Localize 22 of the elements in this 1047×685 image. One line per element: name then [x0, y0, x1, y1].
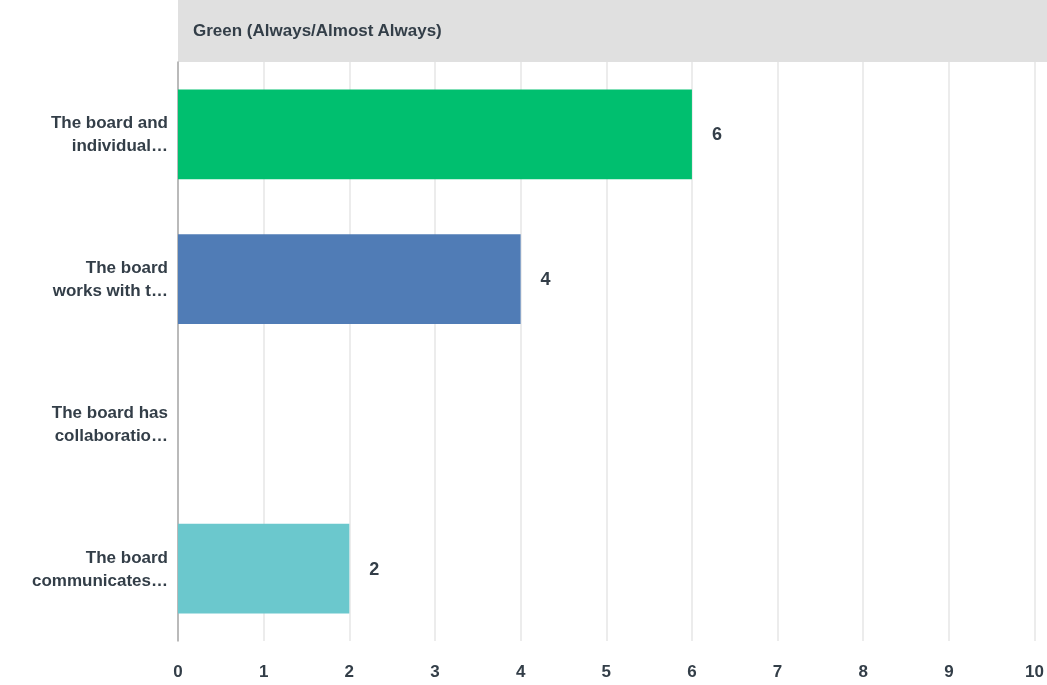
x-tick-label: 6	[687, 662, 697, 681]
y-tick-label: The board and individual…	[50, 113, 168, 156]
x-tick-label: 4	[515, 662, 526, 681]
bar	[178, 89, 692, 180]
bar	[178, 234, 521, 324]
x-tick-label: 1	[258, 662, 269, 681]
x-tick-label: 9	[944, 662, 954, 681]
bar	[178, 523, 350, 614]
chart-title: Green (Always/Almost Always)	[178, 0, 1047, 62]
data-label: 2	[369, 558, 380, 579]
x-tick-label: 8	[858, 662, 868, 681]
y-tick-label: The board has collaboratio…	[51, 402, 168, 445]
x-tick-label: 10	[1025, 662, 1045, 681]
x-tick-label: 0	[173, 662, 183, 681]
x-tick-label: 2	[344, 662, 355, 681]
x-tick-label: 7	[772, 662, 783, 681]
y-tick-label: The board communicates…	[31, 547, 168, 590]
y-tick-label: The board works with t…	[51, 258, 168, 301]
x-tick-label: 3	[430, 662, 440, 681]
data-label: 4	[540, 269, 551, 290]
x-tick-label: 5	[601, 662, 612, 681]
data-label: 6	[711, 124, 722, 145]
